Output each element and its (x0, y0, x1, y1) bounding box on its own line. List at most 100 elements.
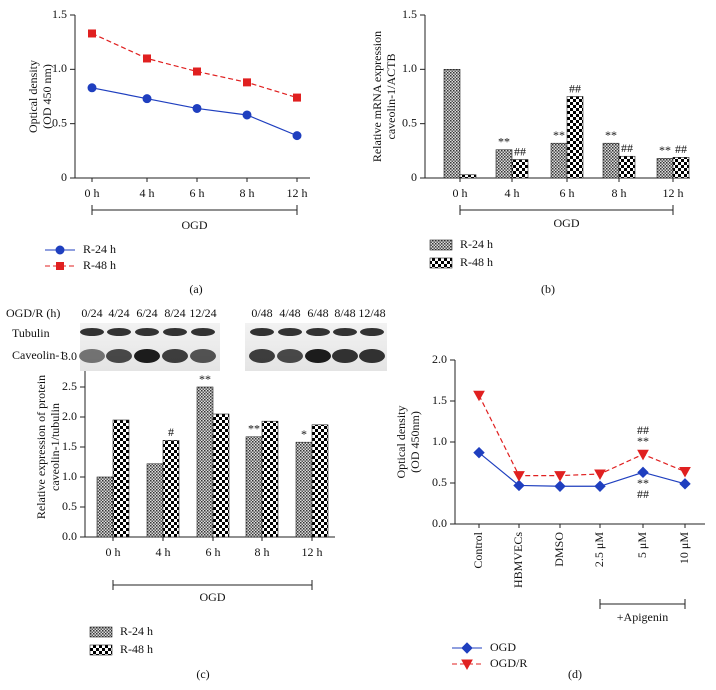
legend-swatch (429, 239, 453, 251)
blot-band (191, 328, 215, 336)
bar (656, 158, 674, 179)
blot-band (305, 349, 331, 363)
x-tick-label: 6 h (560, 186, 575, 200)
marker (143, 54, 151, 63)
y-tick-label: 1.0 (432, 434, 447, 448)
blot-label: OGD/R (h) (6, 306, 60, 320)
y-axis-label: (OD 450 nm) (40, 64, 54, 129)
y-axis-label: (OD 450nm) (408, 411, 422, 473)
legend-swatch (89, 644, 113, 656)
x-tick-label: 4 h (140, 186, 155, 200)
annotation: * (301, 427, 307, 441)
bar (245, 436, 263, 538)
blot-band (80, 328, 104, 336)
y-tick-label: 0.5 (52, 115, 67, 129)
bar (550, 142, 568, 179)
bar (602, 142, 620, 179)
x-tick-label: 0 h (453, 186, 468, 200)
marker (679, 478, 691, 490)
annotation: ## (637, 423, 649, 437)
blot-band (249, 349, 275, 363)
blot-band (359, 349, 385, 363)
y-tick-label: 2.5 (62, 379, 77, 393)
bar (566, 96, 584, 179)
group-bracket (459, 205, 674, 215)
y-axis-label: Optical density (394, 406, 408, 479)
marker (473, 446, 485, 459)
x-tick-label: 8 h (612, 186, 627, 200)
annotation: ** (248, 422, 260, 436)
y-tick-label: 3.0 (62, 349, 77, 363)
blot-band (360, 328, 384, 336)
annotation: ** (605, 128, 617, 142)
blot-row-label: Caveolin-1 (12, 348, 65, 362)
annotation: ## (621, 141, 633, 155)
marker (88, 29, 96, 38)
y-tick-label: 1.5 (52, 7, 67, 21)
blot-lane-label: 6/24 (136, 306, 157, 320)
blot-band (106, 349, 132, 363)
blot-band (250, 328, 274, 336)
x-tick-label: 12 h (302, 545, 323, 559)
blot-lane-label: 8/48 (334, 306, 355, 320)
marker (594, 469, 606, 481)
marker (142, 94, 152, 104)
y-tick-label: 1.0 (52, 61, 67, 75)
blot-row-label: Tubulin (12, 326, 50, 340)
y-tick-label: 0 (411, 170, 417, 184)
legend-label: OGD (490, 640, 516, 654)
y-tick-label: 1.5 (402, 7, 417, 21)
marker (193, 67, 201, 76)
blot-band (107, 328, 131, 336)
bar (459, 174, 477, 179)
y-axis-label: caveolin-1/tubulin (48, 403, 62, 491)
annotation: ## (637, 487, 649, 501)
marker (242, 110, 252, 120)
annotation: ## (675, 142, 687, 156)
group-bracket (599, 599, 686, 609)
x-tick-label: 6 h (206, 545, 221, 559)
blot-band (135, 328, 159, 336)
y-axis-label: caveolin-1/ACTB (384, 54, 398, 140)
blot-band (278, 328, 302, 336)
x-tick-label: 8 h (255, 545, 270, 559)
x-tick-label: 6 h (190, 186, 205, 200)
bar (96, 476, 114, 538)
annotation: ## (514, 144, 526, 158)
legend-label: R-48 h (460, 255, 493, 269)
blot-band (163, 328, 187, 336)
marker (243, 78, 251, 87)
legend-swatch (89, 626, 113, 638)
marker (192, 103, 202, 113)
marker (473, 390, 485, 402)
annotation: ** (659, 143, 671, 157)
legend-label: R-24 h (120, 624, 153, 638)
y-tick-label: 2.0 (62, 409, 77, 423)
blot-lane-label: 0/48 (251, 306, 272, 320)
bar (162, 440, 180, 538)
marker (293, 93, 301, 102)
blot-lane-label: 4/48 (279, 306, 300, 320)
legend-label: R-24 h (460, 237, 493, 251)
x-tick-label: 12 h (287, 186, 308, 200)
y-tick-label: 1.5 (62, 439, 77, 453)
blot-lane-label: 12/48 (358, 306, 385, 320)
marker (292, 131, 302, 141)
marker (56, 262, 64, 270)
x-axis-label: OGD (182, 218, 208, 232)
legend-label: OGD/R (490, 656, 527, 670)
x-tick-label: 10 μM (677, 532, 691, 564)
annotation: ## (569, 81, 581, 95)
marker (554, 480, 566, 492)
bar (261, 420, 279, 538)
annotation: ** (637, 476, 649, 490)
legend-label: R-48 h (83, 258, 116, 272)
legend-label: R-24 h (83, 242, 116, 256)
x-tick-label: Control (471, 531, 485, 568)
marker (637, 449, 649, 461)
marker (461, 642, 473, 654)
y-tick-label: 1.5 (432, 393, 447, 407)
annotation: ** (553, 128, 565, 142)
blot-lane-label: 6/48 (307, 306, 328, 320)
x-tick-label: DMSO (552, 532, 566, 567)
